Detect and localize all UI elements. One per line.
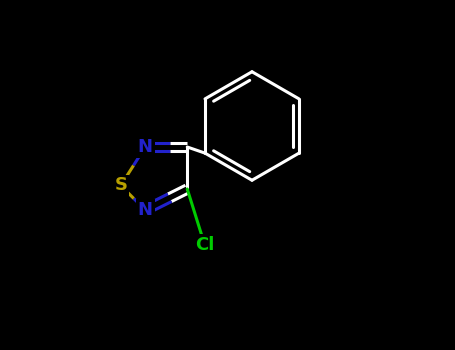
Text: S: S	[114, 176, 127, 195]
Text: N: N	[138, 201, 153, 219]
Text: N: N	[138, 138, 153, 156]
Text: Cl: Cl	[195, 236, 214, 254]
